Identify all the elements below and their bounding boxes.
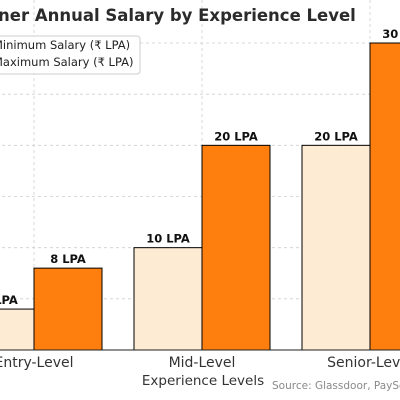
chart-title: UX Designer Annual Salary by Experience … — [0, 6, 356, 25]
x-tick-label: Senior-Level — [327, 355, 400, 371]
x-axis-label: Experience Levels — [142, 373, 264, 389]
bar-value-label: 10 LPA — [146, 232, 190, 246]
bar-senior-level-maximum — [369, 42, 400, 351]
bar-value-label: 30 LPA — [382, 27, 400, 41]
bar-mid-level-maximum — [201, 144, 271, 351]
bar-value-label: 20 LPA — [314, 129, 358, 143]
bar-value-label: 4 LPA — [0, 293, 18, 307]
source-note: Source: Glassdoor, PayScale — [272, 380, 400, 392]
bar-entry-level-maximum — [33, 267, 103, 351]
bar-value-label: 20 LPA — [214, 129, 258, 143]
legend: Minimum Salary (₹ LPA) Maximum Salary (₹… — [0, 35, 141, 75]
legend-box — [0, 35, 141, 75]
bar-entry-level-minimum — [0, 308, 35, 351]
legend-label-maximum: Maximum Salary (₹ LPA) — [0, 55, 134, 69]
bar-value-labels: 4 LPA 8 LPA 10 LPA 20 LPA 20 LPA 30 LPA — [0, 27, 400, 307]
x-tick-label: Mid-Level — [169, 355, 236, 371]
bar-mid-level-minimum — [133, 247, 203, 351]
bar-value-label: 8 LPA — [50, 252, 86, 266]
bar-senior-level-minimum — [301, 144, 371, 351]
bars — [0, 42, 400, 351]
x-tick-labels: Entry-Level Mid-Level Senior-Level — [0, 355, 400, 371]
legend-label-minimum: Minimum Salary (₹ LPA) — [0, 38, 130, 52]
x-tick-label: Entry-Level — [0, 355, 74, 371]
